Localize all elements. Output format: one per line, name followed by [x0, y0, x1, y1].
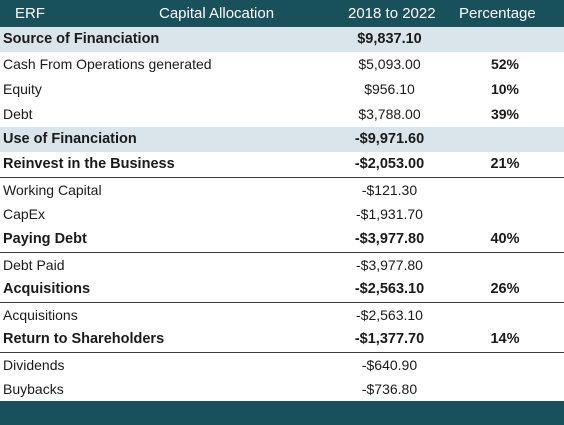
row-value: -$736.80 — [361, 381, 418, 397]
table-row-reinvest: Reinvest in the Business -$2,053.00 21% — [0, 152, 564, 177]
table-row: Working Capital -$121.30 — [0, 177, 564, 202]
row-label: Cash From Operations generated — [3, 56, 212, 72]
row-label: Use of Financiation — [3, 131, 137, 147]
row-value: -$121.30 — [361, 182, 418, 198]
table-row: Dividends -$640.90 — [0, 352, 564, 377]
row-value: -$3,977.80 — [354, 231, 425, 247]
row-percentage: 52% — [490, 56, 520, 72]
row-label: Dividends — [3, 357, 65, 373]
row-value: -$9,971.60 — [354, 131, 425, 147]
table-row-use-of-financiation: Use of Financiation -$9,971.60 — [0, 127, 564, 152]
row-percentage: 39% — [490, 106, 520, 122]
table-row-paying-debt: Paying Debt -$3,977.80 40% — [0, 227, 564, 252]
row-label: CapEx — [3, 206, 46, 222]
row-label: Working Capital — [3, 182, 102, 198]
table-row: CapEx -$1,931.70 — [0, 202, 564, 227]
row-value: $956.10 — [364, 81, 415, 97]
row-value: -$2,563.10 — [354, 281, 425, 297]
row-label: Buybacks — [3, 381, 64, 397]
row-value: $3,788.00 — [358, 106, 421, 122]
row-label: Return to Shareholders — [3, 331, 165, 347]
row-label: Acquisitions — [3, 307, 78, 323]
row-percentage: 10% — [490, 81, 520, 97]
row-value: -$2,053.00 — [354, 156, 425, 172]
row-percentage: 21% — [490, 156, 520, 172]
percentage-column-header: Percentage — [459, 5, 536, 22]
table-footer-bar — [0, 401, 564, 425]
row-value: -$3,977.80 — [356, 257, 423, 273]
table-row: Equity $956.10 10% — [0, 77, 564, 102]
row-label: Paying Debt — [3, 231, 87, 247]
row-percentage: 26% — [490, 281, 520, 297]
row-value: $5,093.00 — [358, 56, 421, 72]
table-row: Debt Paid -$3,977.80 — [0, 252, 564, 277]
row-label: Debt Paid — [3, 257, 65, 273]
row-value: -$2,563.10 — [356, 307, 423, 323]
row-label: Debt — [3, 106, 33, 122]
row-label: Equity — [3, 81, 42, 97]
table-row: Acquisitions -$2,563.10 — [0, 302, 564, 327]
row-percentage: 14% — [490, 331, 520, 347]
row-value: -$1,377.70 — [354, 331, 425, 347]
table-row-source-of-financiation: Source of Financiation $9,837.10 — [0, 27, 564, 52]
period-column-header: 2018 to 2022 — [348, 5, 436, 22]
row-label: Acquisitions — [3, 281, 91, 297]
table-row: Buybacks -$736.80 — [0, 377, 564, 402]
company-ticker: ERF — [15, 5, 45, 22]
table-title: Capital Allocation — [159, 5, 275, 22]
table-row-acquisitions-total: Acquisitions -$2,563.10 26% — [0, 277, 564, 302]
row-label: Source of Financiation — [3, 31, 160, 47]
row-label: Reinvest in the Business — [3, 156, 175, 172]
table-row-return-to-shareholders: Return to Shareholders -$1,377.70 14% — [0, 327, 564, 352]
row-value: $9,837.10 — [357, 31, 422, 47]
row-percentage: 40% — [490, 231, 520, 247]
row-value: -$640.90 — [361, 357, 418, 373]
table-row: Cash From Operations generated $5,093.00… — [0, 52, 564, 77]
table-row: Debt $3,788.00 39% — [0, 102, 564, 127]
row-value: -$1,931.70 — [356, 206, 423, 222]
table-header: ERF Capital Allocation 2018 to 2022 Perc… — [0, 0, 564, 27]
